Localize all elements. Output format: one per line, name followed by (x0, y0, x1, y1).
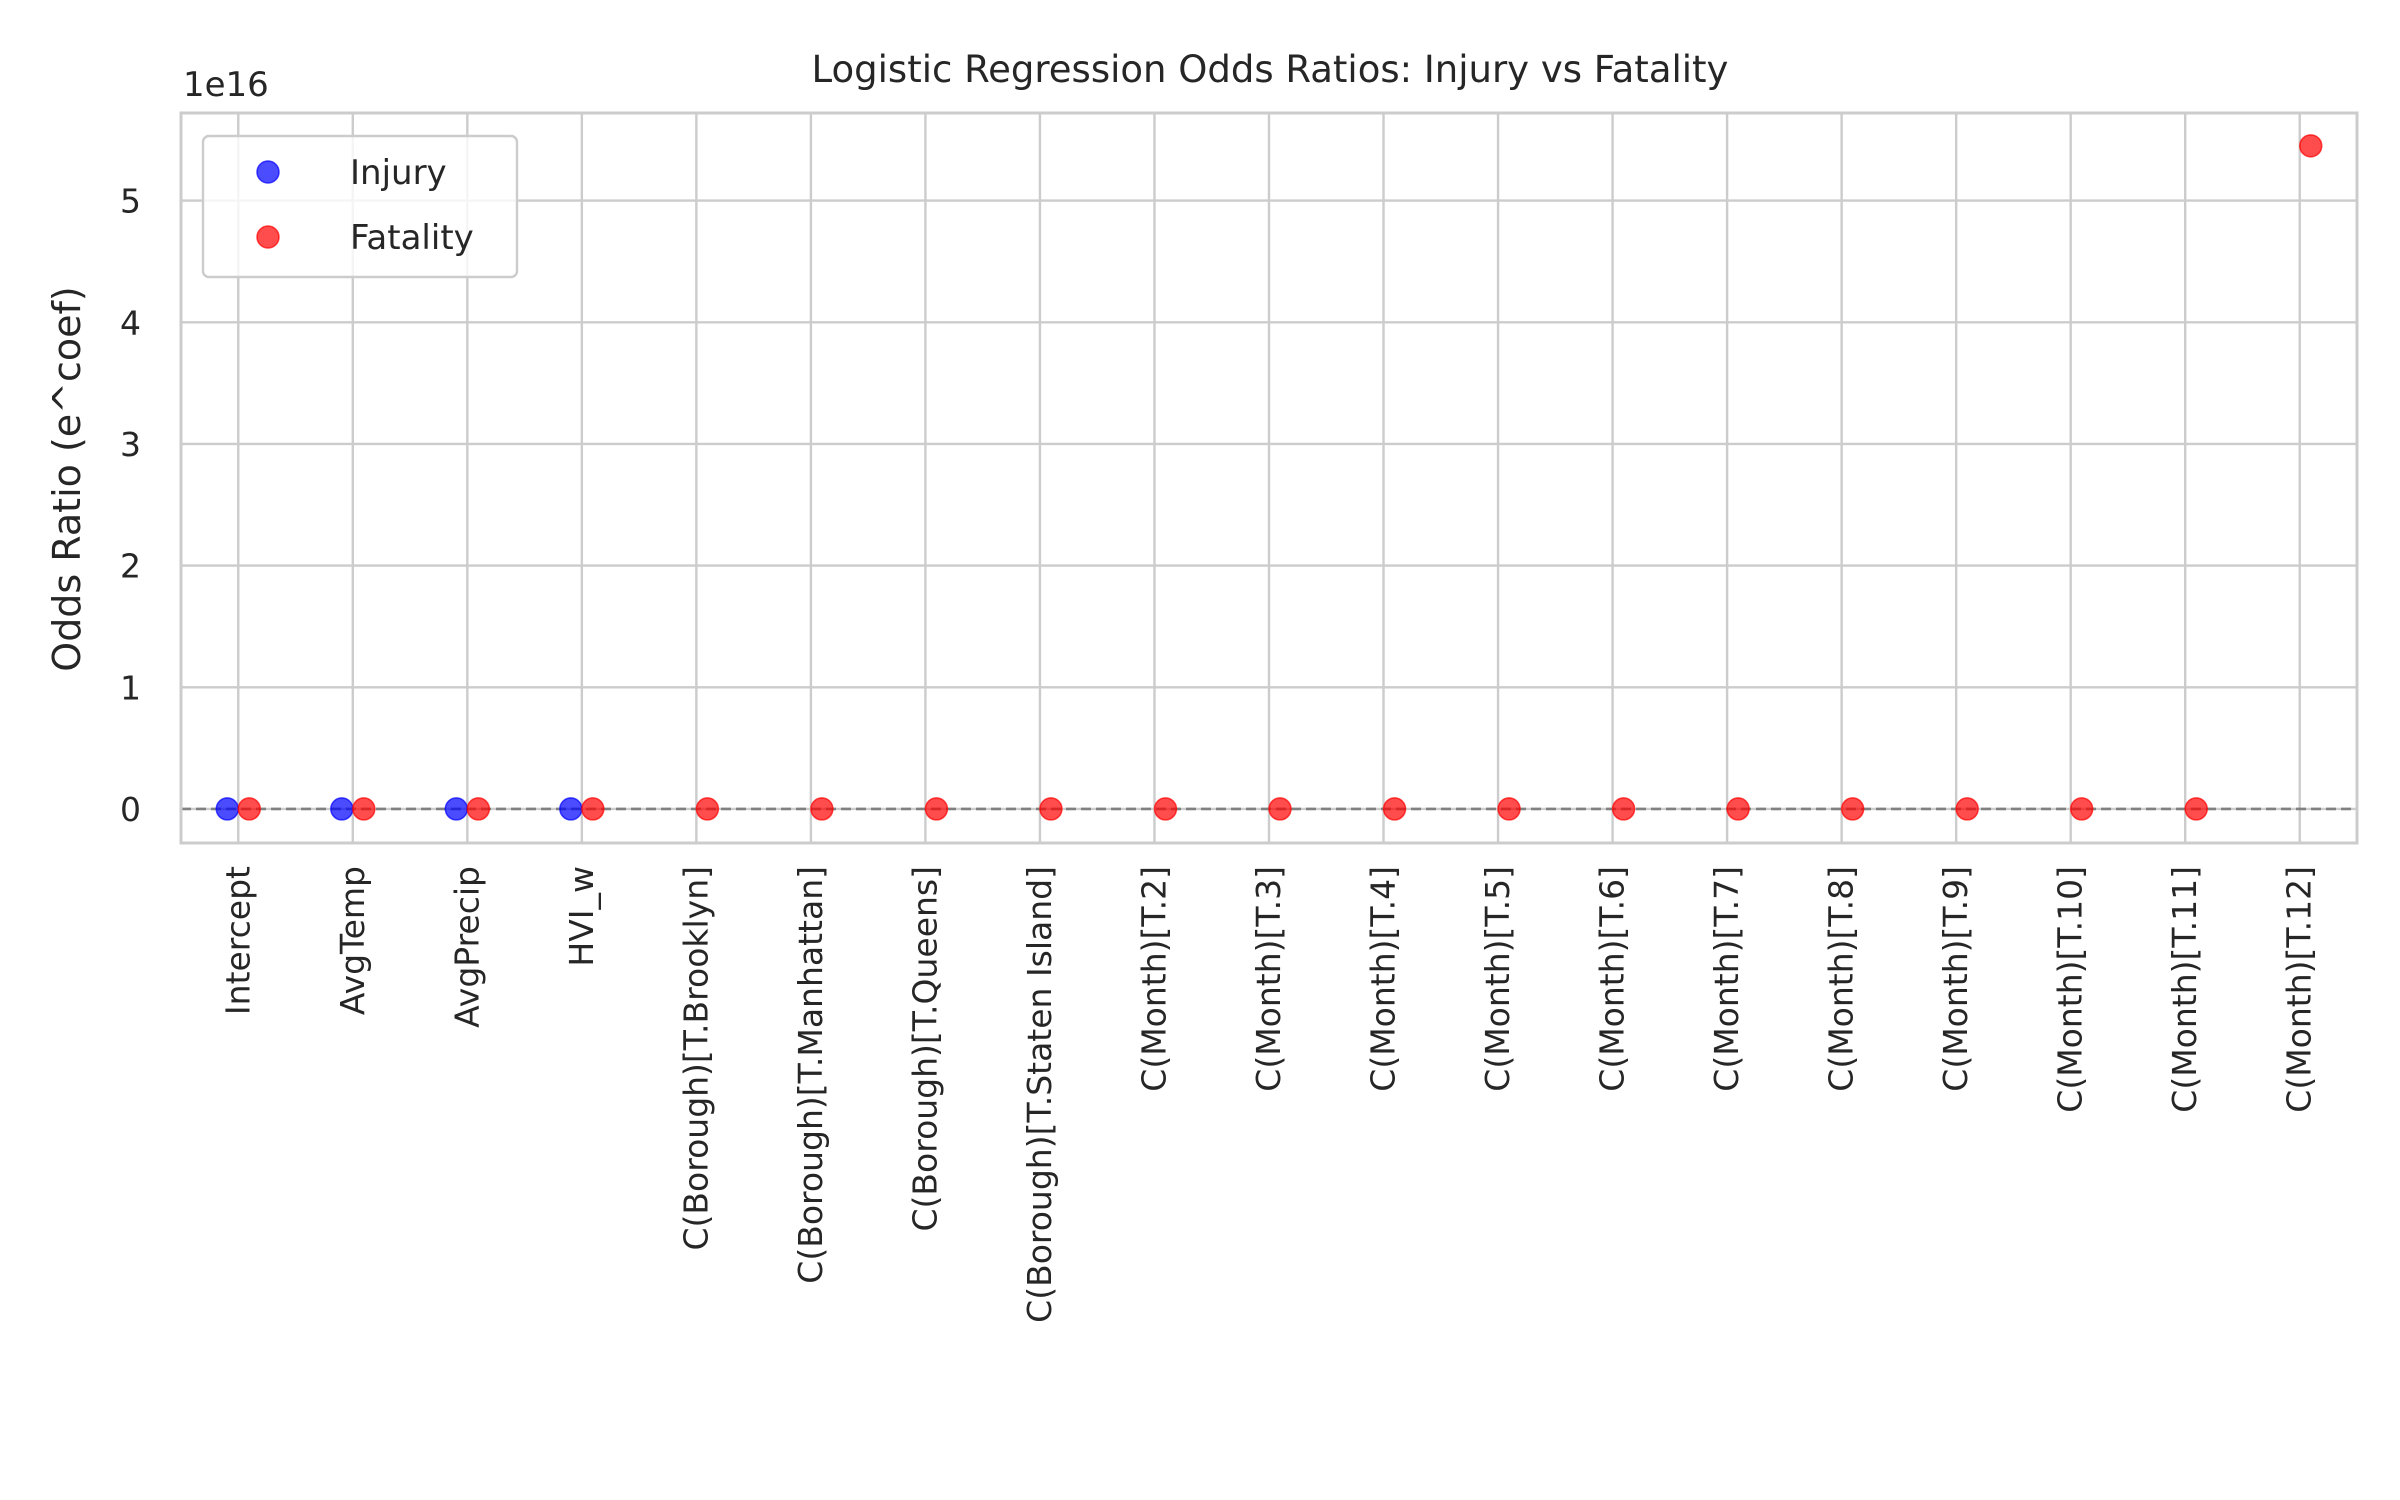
plot-frame (179, 111, 2359, 845)
point-injury (444, 797, 469, 821)
x-tick-label: C(Borough)[T.Manhattan] (791, 866, 830, 1284)
y-axis-label: Odds Ratio (e^coef) (45, 286, 89, 671)
x-tick-label: C(Month)[T.5] (1478, 866, 1517, 1092)
point-fatality (1039, 797, 1063, 821)
legend-label-fatality: Fatality (350, 218, 474, 258)
point-fatality (1497, 797, 1521, 821)
y-tick-label: 4 (120, 303, 141, 342)
x-tick-labels: Intercept AvgTemp AvgPrecip HVI_w C(Borough)… (218, 866, 2318, 1323)
y-tick-label: 2 (120, 547, 141, 586)
point-fatality (352, 797, 376, 821)
x-tick-label: AvgPrecip (447, 866, 486, 1028)
point-injury (559, 797, 583, 821)
point-fatality (2069, 797, 2094, 821)
legend-label-injury: Injury (350, 153, 447, 193)
point-fatality (2184, 797, 2208, 821)
point-fatality (1611, 797, 1636, 821)
x-tick-label: C(Borough)[T.Staten Island] (1020, 866, 1059, 1323)
point-fatality (466, 797, 491, 821)
point-fatality (924, 797, 949, 821)
point-fatality (1268, 797, 1292, 821)
x-tick-label: C(Month)[T.10] (2051, 866, 2090, 1113)
legend-marker-injury (256, 160, 280, 184)
point-fatality (237, 797, 262, 821)
point-fatality (1726, 797, 1750, 821)
y-tick-label: 3 (120, 425, 141, 464)
x-tick-label: C(Month)[T.6] (1593, 866, 1632, 1092)
data-points (215, 134, 2323, 821)
x-tick-label: C(Month)[T.2] (1134, 866, 1173, 1092)
legend: Injury Fatality (201, 134, 519, 279)
point-fatality (581, 797, 605, 821)
x-tick-label: C(Month)[T.4] (1364, 866, 1403, 1092)
x-tick-label: C(Month)[T.11] (2165, 866, 2204, 1113)
y-tick-label: 0 (120, 790, 141, 829)
point-fatality (1153, 797, 1178, 821)
point-fatality (1840, 797, 1865, 821)
x-tick-label: C(Borough)[T.Brooklyn] (676, 866, 715, 1251)
y-offset-text: 1e16 (183, 65, 269, 105)
y-tick-label: 5 (120, 182, 141, 221)
point-injury (330, 797, 354, 821)
x-tick-label: C(Month)[T.7] (1707, 866, 1746, 1092)
x-tick-label: C(Month)[T.12] (2280, 866, 2319, 1113)
legend-marker-fatality (256, 225, 280, 249)
point-fatality (810, 797, 834, 821)
x-tick-label: C(Borough)[T.Queens] (905, 866, 944, 1232)
point-fatality (1955, 797, 1979, 821)
point-fatality (1382, 797, 1407, 821)
x-tick-label: C(Month)[T.3] (1249, 866, 1288, 1092)
y-tick-labels: 0 1 2 3 4 5 (120, 182, 141, 829)
point-fatality (2298, 134, 2323, 158)
x-tick-label: Intercept (218, 866, 257, 1015)
x-tick-label: AvgTemp (333, 866, 372, 1015)
x-tick-label: C(Month)[T.8] (1822, 866, 1861, 1092)
x-tick-label: C(Month)[T.9] (1936, 866, 1975, 1092)
x-tick-label: HVI_w (562, 866, 601, 967)
point-fatality (695, 797, 720, 821)
point-injury (215, 797, 240, 821)
legend-box (201, 134, 519, 279)
y-tick-label: 1 (120, 668, 141, 707)
chart-title: Logistic Regression Odds Ratios: Injury … (812, 48, 1729, 91)
